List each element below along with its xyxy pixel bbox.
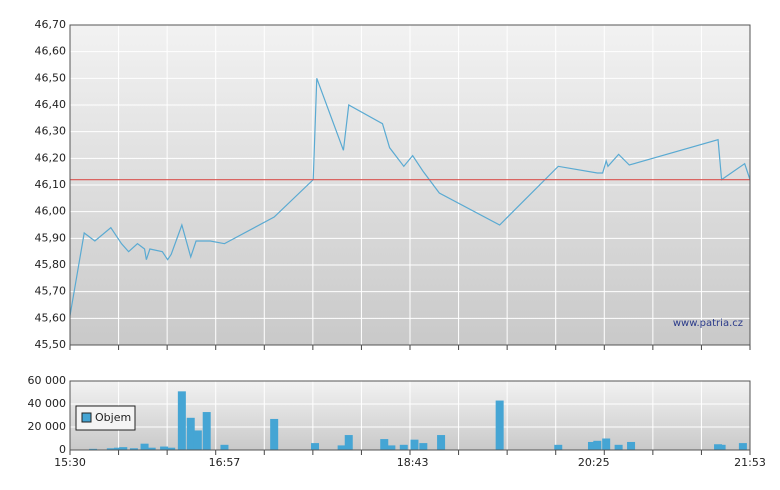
volume-bar (337, 445, 346, 450)
x-tick-label: 18:43 (397, 456, 429, 469)
volume-bar (167, 447, 176, 450)
volume-bar (220, 444, 229, 450)
volume-bar (593, 440, 602, 450)
volume-bar (344, 435, 353, 450)
volume-bar (399, 444, 408, 450)
volume-bar (129, 448, 138, 450)
volume-bar (193, 430, 202, 450)
y-tick-label: 60 000 (28, 374, 67, 387)
volume-bar (410, 439, 419, 450)
volume-bar (270, 418, 279, 450)
price-line (69, 78, 751, 316)
volume-bar (89, 448, 98, 450)
watermark: www.patria.cz (673, 318, 743, 329)
volume-bar (380, 439, 389, 450)
volume-bar (554, 444, 563, 450)
y-tick-label: 46,20 (35, 151, 67, 164)
y-tick-label: 45,90 (35, 231, 67, 244)
y-tick-label: 46,00 (35, 205, 67, 218)
volume-bar (437, 435, 446, 450)
volume-bar (119, 447, 128, 450)
legend-label: Objem (95, 411, 131, 424)
y-tick-label: 45,70 (35, 285, 67, 298)
y-tick-label: 20 000 (28, 420, 67, 433)
volume-bar (140, 443, 149, 450)
y-tick-label: 46,50 (35, 71, 67, 84)
y-tick-label: 45,80 (35, 258, 67, 271)
y-tick-label: 45,60 (35, 311, 67, 324)
x-tick-label: 16:57 (209, 456, 241, 469)
y-tick-label: 40 000 (28, 397, 67, 410)
y-tick-label: 46,40 (35, 98, 67, 111)
volume-bar (602, 438, 611, 450)
x-tick-label: 20:25 (578, 456, 610, 469)
plot-border (69, 380, 751, 451)
y-tick-label: 0 (59, 443, 66, 456)
volume-bar (419, 443, 428, 450)
volume-bar (627, 441, 636, 450)
volume-bar (160, 446, 169, 450)
volume-bar (202, 412, 211, 450)
volume-bar (106, 448, 115, 450)
y-tick-label: 46,70 (35, 18, 67, 31)
volume-bar (587, 441, 596, 450)
volume-bar (387, 445, 396, 450)
volume-bar (147, 447, 156, 450)
volume-bar (311, 443, 320, 450)
y-tick-label: 46,60 (35, 45, 67, 58)
volume-bar (177, 391, 186, 450)
volume-bar (717, 444, 726, 450)
plot-border (69, 24, 751, 346)
volume-bar (186, 417, 195, 450)
x-tick-label: 21:53 (734, 456, 766, 469)
y-tick-label: 46,10 (35, 178, 67, 191)
volume-bar (614, 444, 623, 450)
volume-bar (495, 400, 504, 450)
y-tick-label: 45,50 (35, 338, 67, 351)
volume-bar (738, 443, 747, 450)
volume-bar (113, 447, 122, 450)
y-tick-label: 46,30 (35, 125, 67, 138)
legend-swatch (81, 412, 92, 423)
x-tick-label: 15:30 (54, 456, 86, 469)
